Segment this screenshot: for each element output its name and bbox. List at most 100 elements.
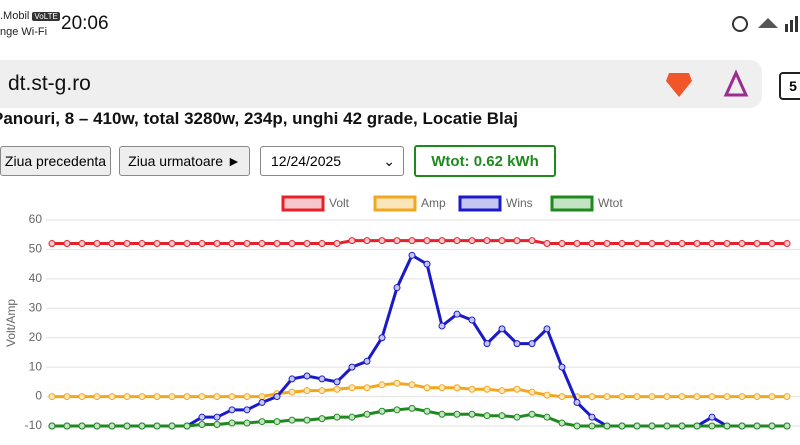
data-point (138, 393, 146, 401)
data-point (243, 393, 251, 401)
data-point (183, 393, 191, 401)
data-point (153, 240, 161, 248)
y-tick-label: 20 (29, 330, 43, 344)
data-point (183, 422, 191, 430)
legend-swatch (281, 195, 325, 212)
y-tick-label: 10 (29, 359, 43, 373)
data-point (588, 422, 596, 430)
data-point (198, 413, 206, 421)
data-point (633, 422, 641, 430)
data-point (303, 240, 311, 248)
data-point (633, 393, 641, 401)
data-point (513, 340, 521, 348)
data-point (588, 413, 596, 421)
data-point (363, 357, 371, 365)
y-tick-label: 40 (29, 271, 43, 285)
data-point (738, 240, 746, 248)
data-point (243, 419, 251, 427)
data-point (693, 393, 701, 401)
data-point (468, 410, 476, 418)
data-point (693, 422, 701, 430)
data-point (183, 240, 191, 248)
next-button[interactable]: Ziua urmatoare ► (119, 146, 250, 176)
data-point (558, 393, 566, 401)
data-point (333, 413, 341, 421)
data-point (318, 375, 326, 383)
data-point (108, 393, 116, 401)
wifi-label: nge Wi-Fi (0, 26, 48, 38)
data-point (168, 422, 176, 430)
data-point (543, 325, 551, 333)
data-point (738, 422, 746, 430)
data-point (603, 240, 611, 248)
data-point (498, 325, 506, 333)
data-point (273, 418, 281, 426)
clock: 20:06 (61, 13, 109, 34)
data-point (363, 384, 371, 392)
data-point (573, 422, 581, 430)
data-point (678, 393, 686, 401)
data-point (228, 419, 236, 427)
date-select[interactable]: 12/24/2025 ⌄ (260, 146, 404, 176)
data-point (213, 413, 221, 421)
data-point (663, 422, 671, 430)
data-point (678, 240, 686, 248)
data-point (318, 415, 326, 423)
data-point (258, 393, 266, 401)
data-point (228, 406, 236, 414)
carrier: .Mobil VoLTE (0, 10, 60, 22)
data-point (333, 378, 341, 386)
data-point (648, 393, 656, 401)
data-point (288, 375, 296, 383)
data-point (48, 422, 56, 430)
data-point (378, 407, 386, 415)
data-point (303, 416, 311, 424)
data-point (408, 237, 416, 245)
data-point (348, 363, 356, 371)
prev-button[interactable]: Ziua precedenta (0, 146, 111, 176)
tab-count[interactable]: 5 (779, 72, 800, 100)
data-point (123, 422, 131, 430)
data-point (378, 334, 386, 342)
data-point (453, 310, 461, 318)
data-point (228, 393, 236, 401)
data-point (693, 240, 701, 248)
data-point (468, 237, 476, 245)
data-point (498, 237, 506, 245)
data-point (303, 372, 311, 380)
data-point (498, 412, 506, 420)
heading: Panouri, 8 – 410w, total 3280w, 234p, un… (0, 109, 518, 128)
data-point (108, 240, 116, 248)
data-point (483, 385, 491, 393)
data-point (93, 240, 101, 248)
date: 12/24/2025 (271, 153, 342, 169)
data-point (453, 410, 461, 418)
data-point (543, 413, 551, 421)
data-point (438, 384, 446, 392)
legend-swatch (458, 195, 502, 212)
data-point (48, 393, 56, 401)
data-point (708, 240, 716, 248)
data-point (288, 388, 296, 396)
data-point (753, 422, 761, 430)
data-point (348, 413, 356, 421)
data-point (528, 340, 536, 348)
status-icons (732, 16, 798, 32)
legend-label: Amp (421, 196, 446, 210)
data-point (723, 393, 731, 401)
data-point (423, 407, 431, 415)
data-point (573, 398, 581, 406)
data-point (348, 384, 356, 392)
data-point (648, 240, 656, 248)
data-point (528, 410, 536, 418)
data-point (618, 422, 626, 430)
data-point (408, 381, 416, 389)
y-tick-label: 30 (29, 300, 43, 314)
data-point (198, 421, 206, 429)
data-point (108, 422, 116, 430)
volte: VoLTE (32, 12, 60, 21)
data-point (573, 240, 581, 248)
data-point (438, 322, 446, 330)
legend-swatch (373, 195, 417, 212)
url-bar[interactable]: dt.st-g.ro (0, 60, 762, 108)
